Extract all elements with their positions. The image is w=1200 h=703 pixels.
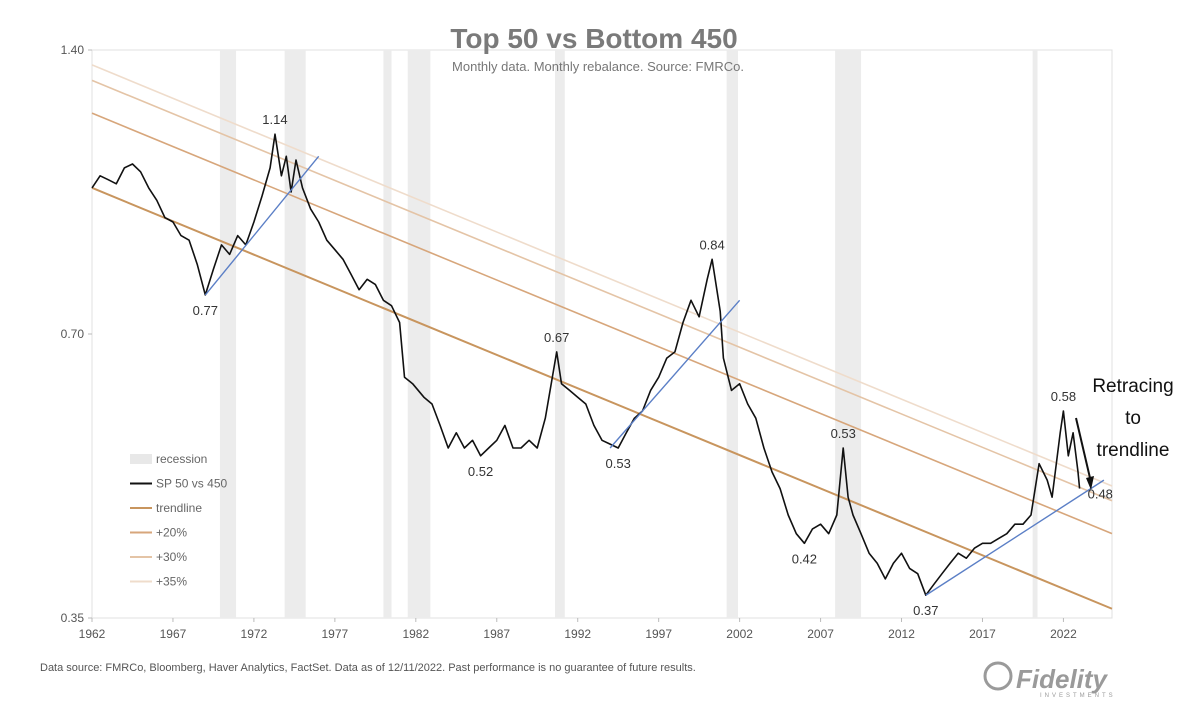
chart-subtitle: Monthly data. Monthly rebalance. Source:…	[452, 59, 744, 74]
series-lines	[91, 133, 1081, 596]
callout-arrow-head	[1086, 476, 1094, 490]
x-tick-label: 1992	[564, 627, 591, 641]
data-label: 0.58	[1051, 389, 1076, 404]
band-line-trendline	[91, 186, 1113, 610]
callout-line-1: Retracing	[1092, 376, 1173, 397]
chart-title: Top 50 vs Bottom 450	[450, 23, 737, 54]
x-tick-label: 2002	[726, 627, 753, 641]
x-tick-label: 2017	[969, 627, 996, 641]
callout-line-2: to	[1125, 408, 1141, 429]
legend-label: +20%	[156, 526, 187, 540]
fidelity-logo: Fidelity INVESTMENTS	[983, 661, 1116, 699]
legend-label: +35%	[156, 575, 187, 589]
data-label: 0.53	[831, 426, 856, 441]
recession-band	[284, 50, 306, 618]
logo-wordmark: Fidelity	[1016, 664, 1109, 694]
legend-label: +30%	[156, 550, 187, 564]
y-tick-label: 0.70	[61, 327, 85, 341]
band-line-plus30pct	[91, 79, 1113, 502]
x-tick-label: 2012	[888, 627, 915, 641]
source-note: Data source: FMRCo, Bloomberg, Haver Ana…	[40, 662, 696, 674]
data-label: 0.53	[606, 456, 631, 471]
x-tick-label: 1977	[322, 627, 349, 641]
recession-band	[835, 50, 862, 618]
recession-band	[383, 50, 392, 618]
data-label: 0.52	[468, 464, 493, 479]
callout-line-3: trendline	[1097, 440, 1170, 461]
band-line-plus35pct	[91, 64, 1113, 487]
logo-subtitle: INVESTMENTS	[1040, 693, 1116, 699]
data-label: 0.42	[792, 551, 817, 566]
x-tick-label: 1972	[241, 627, 268, 641]
recession-band	[407, 50, 431, 618]
data-label: 0.37	[913, 603, 938, 618]
callout-arrow-shaft	[1075, 417, 1091, 479]
plot-area	[91, 49, 1113, 619]
data-label: 0.67	[544, 330, 569, 345]
x-tick-label: 2022	[1050, 627, 1077, 641]
x-tick-label: 1967	[160, 627, 187, 641]
band-line-plus20pct	[91, 112, 1113, 535]
legend-label: recession	[156, 452, 207, 466]
recession-band	[219, 50, 237, 618]
data-label: 0.84	[699, 237, 724, 252]
x-tick-label: 1997	[645, 627, 672, 641]
x-tick-label: 1987	[483, 627, 510, 641]
logo-mark-icon	[983, 661, 1013, 691]
support-lines	[204, 155, 1105, 596]
legend-label: trendline	[156, 501, 202, 515]
recession-band	[555, 50, 565, 618]
callout: Retracing to trendline	[1075, 376, 1174, 490]
x-tick-label: 2007	[807, 627, 834, 641]
support-line	[609, 299, 741, 449]
legend-swatch-recession	[130, 454, 152, 464]
x-tick-label: 1962	[79, 627, 106, 641]
peak-labels: 1.14 0.77 0.67 0.52 0.53 0.84 0.53 0.42 0.37 0.58…	[193, 112, 1113, 618]
legend: recession SP 50 vs 450 trendline +20% +30% +3…	[130, 452, 227, 589]
legend-label: SP 50 vs 450	[156, 477, 227, 491]
recession-band	[1032, 50, 1038, 618]
data-label: 1.14	[262, 112, 287, 127]
recession-band	[726, 50, 738, 618]
data-label: 0.77	[193, 303, 218, 318]
support-line	[204, 155, 320, 296]
y-tick-label: 1.40	[61, 43, 85, 57]
series-line-sp50-vs-450	[91, 133, 1081, 596]
x-axis-ticks: 1962 1967 1972 1977 1982 1987 1992 1997 2002 2007…	[79, 618, 1077, 641]
trend-bands	[91, 64, 1113, 610]
support-line	[925, 479, 1105, 596]
y-axis-ticks: 0.35 0.70 1.40	[61, 43, 92, 625]
x-tick-label: 1982	[402, 627, 429, 641]
y-tick-label: 0.35	[61, 611, 85, 625]
data-label: 0.48	[1088, 487, 1113, 502]
